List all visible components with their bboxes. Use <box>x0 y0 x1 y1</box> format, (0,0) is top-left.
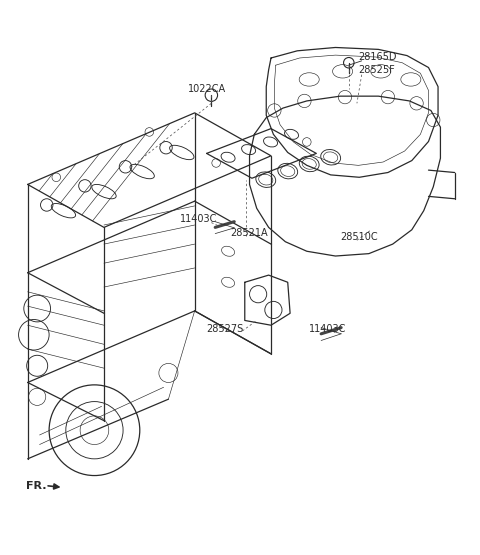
Text: FR.: FR. <box>26 481 47 491</box>
Text: 28510C: 28510C <box>340 232 378 242</box>
Text: 28527S: 28527S <box>206 324 244 334</box>
Text: 1022CA: 1022CA <box>188 84 226 94</box>
Text: 11403C: 11403C <box>309 324 347 334</box>
Text: 28525F: 28525F <box>359 65 395 75</box>
Text: 28521A: 28521A <box>230 228 268 238</box>
Text: 11403C: 11403C <box>180 214 218 224</box>
Text: 28165D: 28165D <box>359 52 397 62</box>
